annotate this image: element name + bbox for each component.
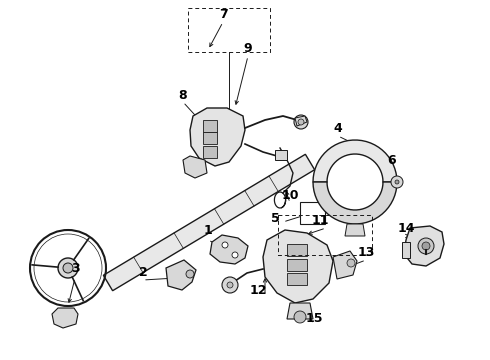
Polygon shape bbox=[295, 116, 307, 126]
Polygon shape bbox=[333, 251, 357, 279]
Polygon shape bbox=[203, 146, 217, 158]
Text: 15: 15 bbox=[305, 311, 323, 324]
Text: 4: 4 bbox=[334, 122, 343, 135]
Circle shape bbox=[232, 252, 238, 258]
Circle shape bbox=[294, 311, 306, 323]
Circle shape bbox=[186, 270, 194, 278]
Circle shape bbox=[298, 119, 304, 125]
Circle shape bbox=[222, 242, 228, 248]
Polygon shape bbox=[313, 140, 397, 182]
Text: 13: 13 bbox=[357, 246, 375, 258]
Text: 6: 6 bbox=[388, 153, 396, 166]
Text: 7: 7 bbox=[219, 8, 227, 21]
Polygon shape bbox=[263, 230, 333, 303]
Text: 12: 12 bbox=[249, 284, 267, 297]
Text: 3: 3 bbox=[71, 261, 79, 274]
Polygon shape bbox=[190, 108, 245, 166]
Polygon shape bbox=[210, 235, 248, 264]
Circle shape bbox=[63, 263, 73, 273]
Circle shape bbox=[347, 259, 355, 267]
Text: 14: 14 bbox=[397, 221, 415, 234]
Circle shape bbox=[391, 176, 403, 188]
Polygon shape bbox=[183, 156, 207, 178]
Polygon shape bbox=[287, 273, 307, 285]
Polygon shape bbox=[287, 259, 307, 271]
Circle shape bbox=[422, 242, 430, 250]
Circle shape bbox=[294, 115, 308, 129]
Text: 10: 10 bbox=[281, 189, 299, 202]
Polygon shape bbox=[404, 226, 444, 266]
Circle shape bbox=[222, 277, 238, 293]
Circle shape bbox=[58, 258, 78, 278]
Text: 8: 8 bbox=[179, 89, 187, 102]
Polygon shape bbox=[313, 182, 397, 224]
Polygon shape bbox=[203, 132, 217, 144]
Text: 2: 2 bbox=[139, 266, 147, 279]
Circle shape bbox=[227, 282, 233, 288]
Polygon shape bbox=[103, 154, 315, 291]
Polygon shape bbox=[166, 260, 196, 290]
Polygon shape bbox=[275, 150, 287, 160]
Text: 11: 11 bbox=[311, 213, 329, 226]
Polygon shape bbox=[203, 120, 217, 132]
Polygon shape bbox=[287, 244, 307, 256]
Polygon shape bbox=[402, 242, 410, 258]
Polygon shape bbox=[287, 303, 313, 319]
Text: 9: 9 bbox=[244, 41, 252, 54]
Circle shape bbox=[418, 238, 434, 254]
Polygon shape bbox=[52, 308, 78, 328]
Text: 1: 1 bbox=[204, 224, 212, 237]
Polygon shape bbox=[300, 202, 325, 224]
Circle shape bbox=[395, 180, 399, 184]
Text: 5: 5 bbox=[270, 212, 279, 225]
Polygon shape bbox=[345, 224, 365, 236]
